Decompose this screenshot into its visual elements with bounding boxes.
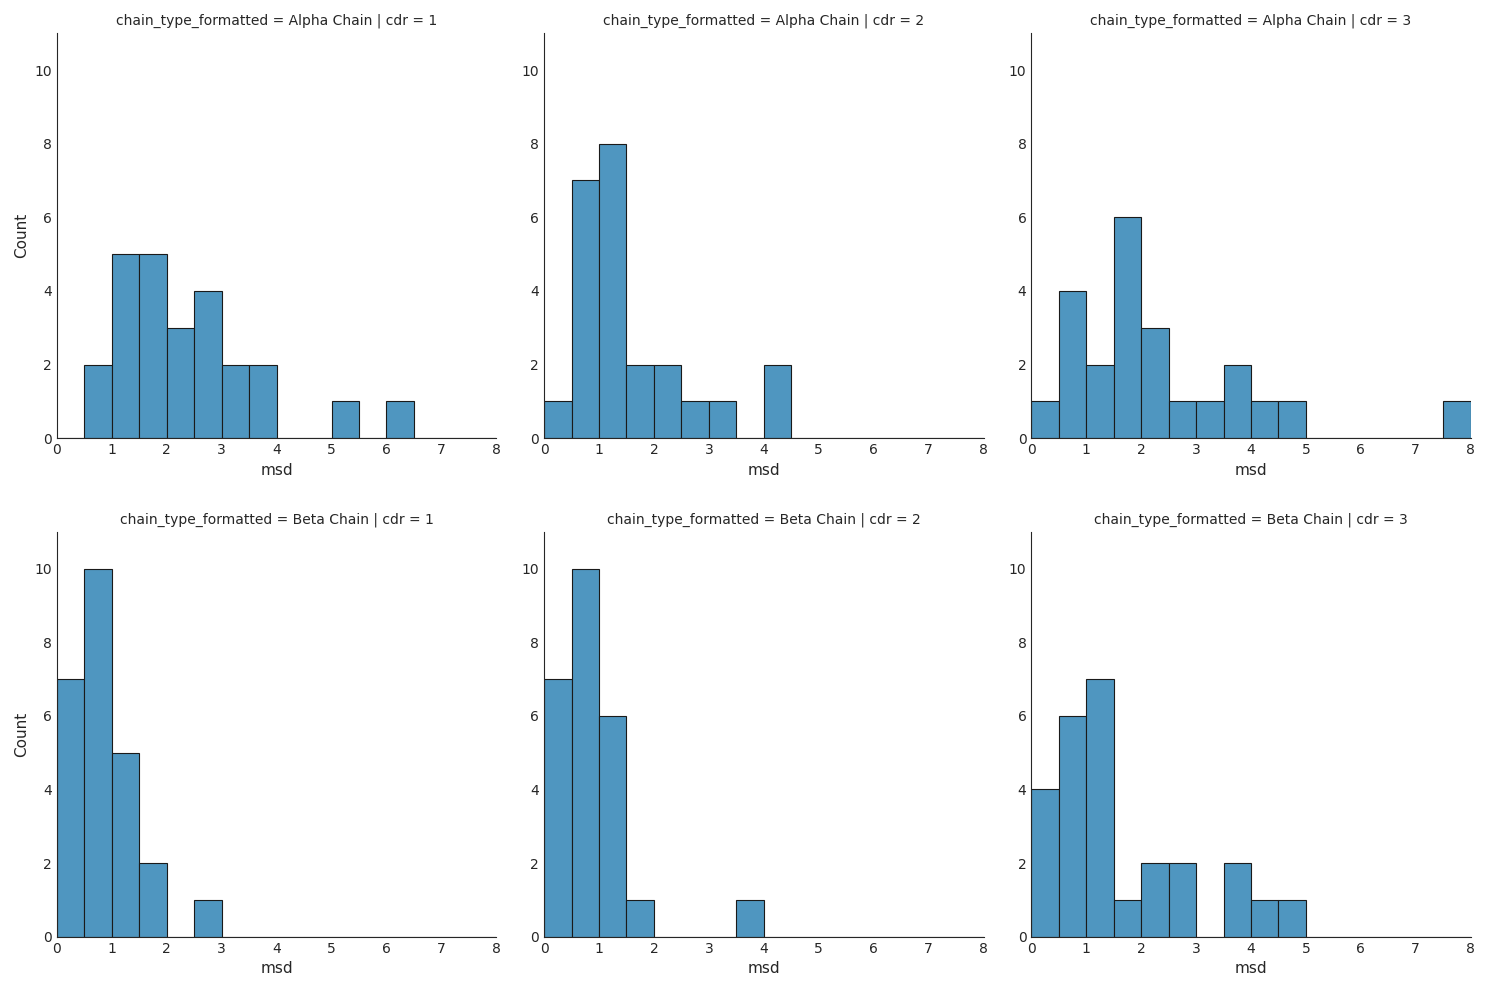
Bar xyxy=(57,679,85,937)
Bar xyxy=(1085,679,1114,937)
Bar xyxy=(764,364,791,439)
Bar xyxy=(1059,291,1085,439)
Bar xyxy=(1114,218,1141,439)
Y-axis label: Count: Count xyxy=(13,712,28,756)
Bar xyxy=(572,568,599,937)
Bar xyxy=(387,401,414,439)
X-axis label: msd: msd xyxy=(747,462,780,477)
X-axis label: msd: msd xyxy=(261,961,293,976)
Bar xyxy=(1085,364,1114,439)
Bar xyxy=(709,401,737,439)
Bar xyxy=(112,254,140,439)
Title: chain_type_formatted = Beta Chain | cdr = 3: chain_type_formatted = Beta Chain | cdr … xyxy=(1094,513,1407,527)
Title: chain_type_formatted = Beta Chain | cdr = 1: chain_type_formatted = Beta Chain | cdr … xyxy=(119,513,433,527)
Bar xyxy=(140,254,167,439)
Bar xyxy=(1032,401,1059,439)
Bar xyxy=(85,568,112,937)
X-axis label: msd: msd xyxy=(1234,462,1267,477)
X-axis label: msd: msd xyxy=(747,961,780,976)
Bar xyxy=(1141,328,1169,439)
Bar xyxy=(1224,364,1251,439)
Bar xyxy=(543,401,572,439)
Bar xyxy=(1279,900,1306,937)
Bar xyxy=(627,900,654,937)
Bar xyxy=(1443,401,1471,439)
Bar xyxy=(1114,900,1141,937)
Bar xyxy=(1169,401,1196,439)
X-axis label: msd: msd xyxy=(261,462,293,477)
Bar xyxy=(572,180,599,439)
Bar xyxy=(1251,900,1279,937)
Bar xyxy=(1141,863,1169,937)
Bar xyxy=(194,900,222,937)
Bar xyxy=(249,364,277,439)
X-axis label: msd: msd xyxy=(1234,961,1267,976)
Bar xyxy=(1224,863,1251,937)
Bar xyxy=(1196,401,1224,439)
Bar xyxy=(140,863,167,937)
Bar xyxy=(222,364,249,439)
Bar xyxy=(167,328,194,439)
Bar xyxy=(737,900,764,937)
Title: chain_type_formatted = Alpha Chain | cdr = 3: chain_type_formatted = Alpha Chain | cdr… xyxy=(1090,14,1412,29)
Bar xyxy=(543,679,572,937)
Bar xyxy=(85,364,112,439)
Bar xyxy=(599,716,627,937)
Bar xyxy=(599,144,627,439)
Bar xyxy=(332,401,359,439)
Title: chain_type_formatted = Alpha Chain | cdr = 2: chain_type_formatted = Alpha Chain | cdr… xyxy=(603,14,925,29)
Bar xyxy=(1059,716,1085,937)
Title: chain_type_formatted = Beta Chain | cdr = 2: chain_type_formatted = Beta Chain | cdr … xyxy=(608,513,920,527)
Bar xyxy=(112,752,140,937)
Bar xyxy=(1279,401,1306,439)
Bar xyxy=(627,364,654,439)
Bar xyxy=(682,401,709,439)
Bar xyxy=(194,291,222,439)
Title: chain_type_formatted = Alpha Chain | cdr = 1: chain_type_formatted = Alpha Chain | cdr… xyxy=(116,14,438,29)
Bar xyxy=(654,364,682,439)
Bar xyxy=(1251,401,1279,439)
Bar xyxy=(1169,863,1196,937)
Y-axis label: Count: Count xyxy=(13,213,28,258)
Bar xyxy=(1032,789,1059,937)
